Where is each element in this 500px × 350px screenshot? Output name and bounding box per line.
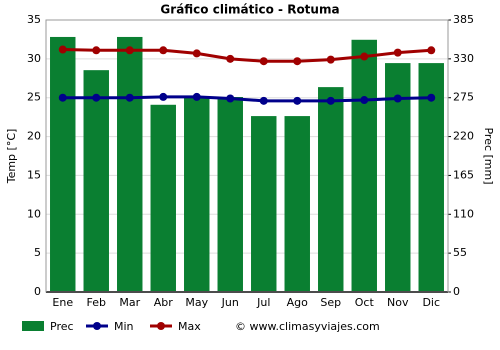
y2-tick-label: 330 [453, 52, 474, 65]
line [62, 95, 432, 103]
bar [184, 97, 210, 293]
point [360, 96, 369, 105]
bar [318, 87, 344, 292]
legend-swatch [93, 322, 101, 330]
x-tick-label: Ago [287, 296, 309, 309]
y2-axis-label: Prec [mm] [482, 127, 495, 184]
y2-tick-label: 55 [453, 246, 467, 259]
y-tick-label: 25 [27, 91, 41, 104]
bar [117, 36, 143, 293]
x-tick-label: Abr [154, 296, 174, 309]
legend-label: Prec [50, 320, 74, 333]
bar [351, 39, 377, 293]
legend-label: Max [178, 320, 201, 333]
point [393, 94, 402, 103]
point [326, 96, 335, 105]
y-tick-label: 10 [27, 207, 41, 220]
y-tick-label: 0 [34, 285, 41, 298]
y-tick-label: 5 [34, 246, 41, 259]
point [58, 93, 67, 102]
y-tick-label: 15 [27, 168, 41, 181]
point [125, 93, 134, 102]
x-tick-label: Oct [355, 296, 375, 309]
x-tick-label: Feb [87, 296, 106, 309]
x-tick-label: Sep [320, 296, 341, 309]
point [58, 45, 67, 54]
legend-swatch [157, 322, 165, 330]
chart-title: Gráfico climático - Rotuma [160, 3, 339, 17]
legend-label: Min [114, 320, 134, 333]
x-tick-label: Dic [422, 296, 440, 309]
point [159, 46, 168, 55]
y2-tick-label: 220 [453, 130, 474, 143]
point [293, 57, 302, 66]
point [393, 48, 402, 57]
bar [83, 70, 109, 292]
y-tick-label: 20 [27, 130, 41, 143]
point [259, 57, 268, 66]
x-tick-label: Mar [119, 296, 140, 309]
bar [251, 116, 277, 292]
y2-tick-label: 0 [453, 285, 460, 298]
y-axis-label: Temp [°C] [5, 129, 18, 185]
point [360, 52, 369, 61]
y-tick-label: 35 [27, 13, 41, 26]
point [159, 92, 168, 101]
legend-swatch [22, 321, 44, 331]
y2-tick-label: 110 [453, 207, 474, 220]
x-tick-label: Nov [387, 296, 409, 309]
point [125, 46, 134, 55]
bar [284, 116, 310, 292]
x-tick-label: May [185, 296, 208, 309]
bar [217, 97, 243, 293]
point [192, 49, 201, 58]
point [427, 93, 436, 102]
y-tick-label: 30 [27, 52, 41, 65]
y2-tick-label: 385 [453, 13, 474, 26]
point [92, 93, 101, 102]
credit: © www.climasyviajes.com [235, 320, 380, 333]
x-tick-label: Jul [256, 296, 270, 309]
line [62, 48, 432, 63]
x-tick-label: Ene [52, 296, 73, 309]
point [226, 54, 235, 63]
point [427, 46, 436, 55]
point [259, 96, 268, 105]
bar [50, 36, 76, 293]
bar [150, 104, 176, 292]
point [192, 92, 201, 101]
y2-tick-label: 165 [453, 168, 474, 181]
x-tick-label: Jun [221, 296, 239, 309]
point [326, 55, 335, 64]
point [293, 96, 302, 105]
y2-tick-label: 275 [453, 91, 474, 104]
point [226, 94, 235, 103]
point [92, 46, 101, 55]
plot-frame [45, 19, 449, 293]
